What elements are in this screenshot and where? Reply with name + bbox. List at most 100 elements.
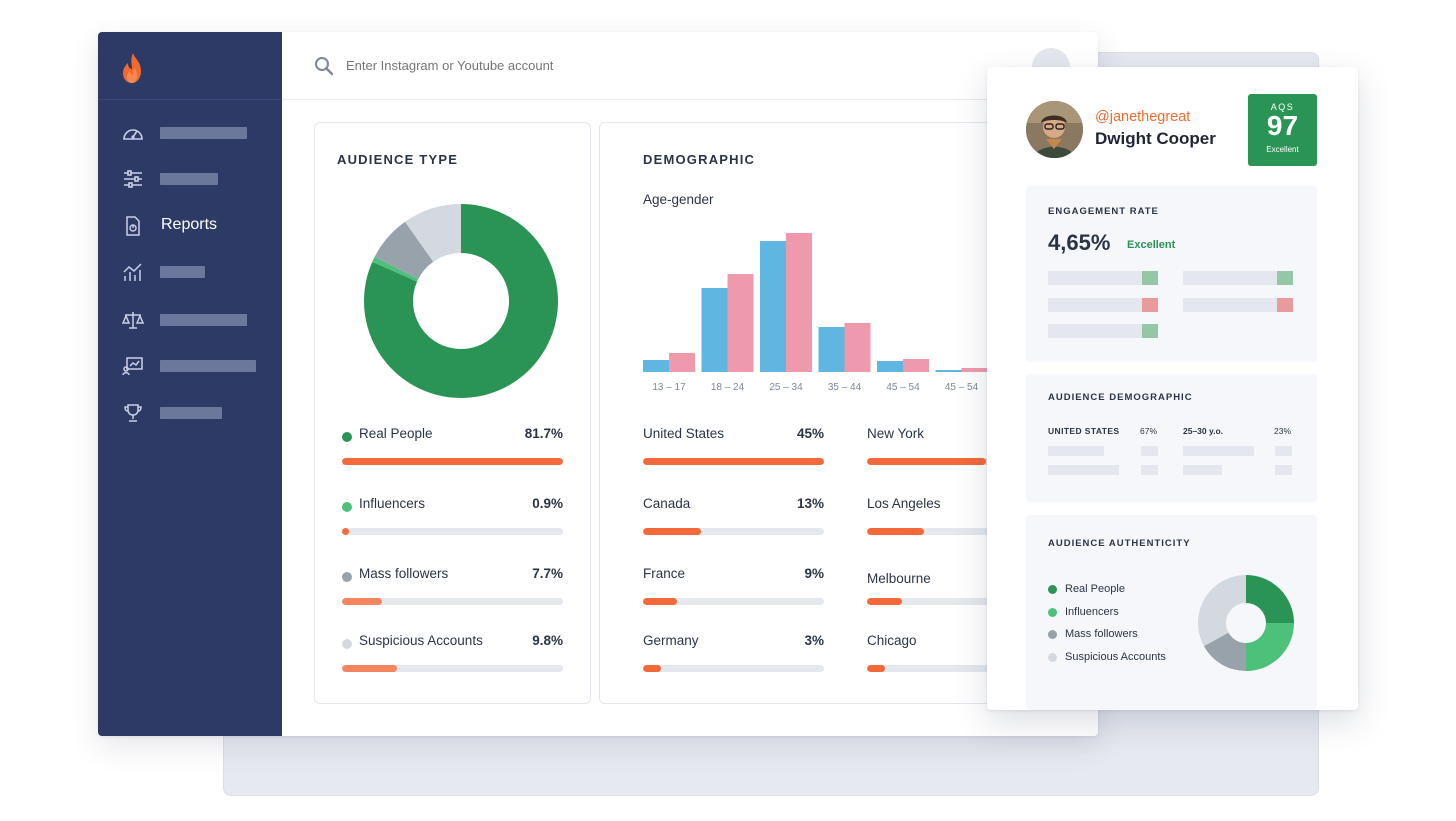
chart-bar (877, 361, 903, 372)
chart-bar (786, 233, 812, 372)
demo-country: UNITED STATES (1048, 426, 1120, 436)
city-label: Melbourne (867, 571, 931, 586)
chart-tick-label: 18 – 24 (710, 382, 745, 393)
sidebar-item-rankings[interactable] (98, 395, 282, 431)
metric-indicator (1142, 324, 1158, 338)
metric-indicator (1277, 298, 1293, 312)
city-label: New York (867, 426, 925, 441)
progress-track (867, 665, 1048, 672)
audience-type-donut (363, 204, 558, 398)
progress-track (867, 598, 1048, 605)
audience-type-slice (405, 204, 461, 262)
app-window: Reports AUDIENCE TYPE Real People 81.7% In… (98, 32, 1098, 736)
placeholder-bar (1141, 465, 1158, 475)
flame-logo-icon (123, 53, 141, 83)
progress-fill (342, 458, 563, 465)
sidebar-item-placeholder (160, 127, 247, 139)
authenticity-slice (1246, 575, 1294, 623)
chart-bar (961, 368, 988, 372)
progress-track (342, 598, 563, 605)
metric-bar (1183, 298, 1277, 312)
engagement-value: 4,65% (1048, 230, 1111, 255)
card-title: ENGAGEMENT RATE (1048, 206, 1159, 217)
country-label: France (643, 566, 686, 581)
placeholder-bar (1275, 465, 1292, 475)
chart-bar (669, 353, 695, 372)
sidebar-item-dashboard[interactable] (98, 115, 282, 151)
top-bar (282, 32, 1098, 100)
aqs-badge: AQS 97 Excellent (1248, 94, 1317, 166)
legend-dot (342, 432, 352, 442)
authenticity-slice (1198, 575, 1246, 647)
sidebar-item-filters[interactable] (98, 161, 282, 197)
progress-track (643, 458, 824, 465)
chart-bar (935, 370, 962, 372)
country-label: Canada (643, 496, 691, 511)
progress-track (643, 528, 824, 535)
progress-fill (867, 458, 987, 465)
profile-report-panel: @janethegreat Dwight Cooper AQS 97 Excel… (987, 67, 1358, 710)
country-value: 45% (796, 426, 824, 441)
presentation-icon (122, 357, 143, 376)
metric-bar (1183, 271, 1277, 285)
progress-fill (867, 528, 925, 535)
row-value: 9.8% (532, 633, 563, 648)
aqs-score: 97 (1266, 110, 1299, 141)
sidebar: Reports (98, 32, 282, 736)
progress-track (342, 458, 563, 465)
engagement-rate-card: ENGAGEMENT RATE 4,65% Excellent (1026, 186, 1317, 362)
sidebar-item-analytics[interactable] (98, 254, 282, 290)
profile-handle[interactable]: @janethegreat (1095, 109, 1191, 125)
logo[interactable] (98, 32, 282, 100)
chart-bar (643, 360, 669, 372)
chart-bar (844, 323, 871, 372)
progress-fill (867, 598, 902, 605)
profile-avatar[interactable] (1026, 101, 1083, 158)
row-value: 0.9% (532, 496, 563, 511)
sidebar-item-campaigns[interactable] (98, 348, 282, 384)
metric-indicator (1142, 271, 1158, 285)
progress-track (342, 528, 563, 535)
legend-dot (1048, 653, 1057, 662)
metric-bar (1048, 271, 1142, 285)
search-input[interactable] (346, 58, 846, 73)
chart-bar (727, 274, 754, 372)
demo-age-pct: 23% (1274, 426, 1292, 436)
legend-dot (342, 572, 352, 582)
sidebar-item-reports[interactable]: Reports (98, 208, 282, 244)
metric-bar (1048, 324, 1142, 338)
legend-dot (1048, 630, 1057, 639)
chart-bar (903, 359, 929, 372)
aqs-label: AQS (1270, 102, 1295, 112)
chart-bar (818, 327, 845, 372)
progress-fill (643, 528, 701, 535)
scale-icon (122, 312, 144, 329)
engagement-rating: Excellent (1127, 239, 1176, 251)
country-label: Germany (643, 633, 699, 648)
row-label: Mass followers (359, 566, 449, 581)
audience-type-slice (374, 221, 434, 280)
demo-age: 25–30 y.o. (1183, 426, 1224, 436)
audience-authenticity-card: AUDIENCE AUTHENTICITY Real People Influen… (1026, 515, 1317, 710)
legend-label: Influencers (1065, 606, 1119, 618)
city-label: Chicago (867, 633, 917, 648)
row-label: Suspicious Accounts (359, 633, 483, 648)
legend-dot (342, 639, 352, 649)
sidebar-item-placeholder (160, 360, 256, 372)
age-gender-chart (643, 233, 988, 372)
sidebar-item-placeholder (160, 173, 218, 185)
chart-tick-label: 35 – 44 (827, 382, 862, 393)
legend-dot (342, 502, 352, 512)
row-label: Real People (359, 426, 433, 441)
dashboard-icon (123, 129, 143, 140)
chart-bar (760, 241, 786, 372)
country-label: United States (643, 426, 725, 441)
search-icon (315, 57, 334, 76)
sidebar-item-placeholder (160, 266, 205, 278)
placeholder-bar (1275, 446, 1292, 456)
sidebar-item-compare[interactable] (98, 302, 282, 338)
city-label: Los Angeles (867, 496, 941, 511)
aqs-rating: Excellent (1266, 145, 1299, 154)
metric-indicator (1277, 271, 1293, 285)
progress-track (643, 598, 824, 605)
